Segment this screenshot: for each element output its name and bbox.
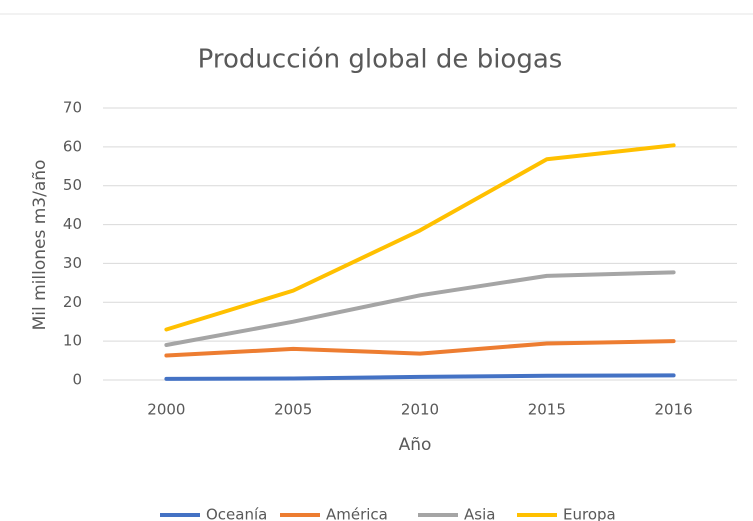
- series-line: [164, 270, 676, 348]
- x-axis-label: Año: [399, 435, 432, 455]
- series-line: [164, 339, 676, 358]
- series-line: [164, 143, 676, 332]
- x-tick-label: 2016: [655, 401, 693, 419]
- y-tick-label: 0: [72, 371, 82, 389]
- y-tick-label: 10: [63, 332, 82, 350]
- y-tick-label: 40: [63, 215, 82, 233]
- x-tick-label: 2005: [274, 401, 312, 419]
- series-line: [164, 373, 676, 381]
- y-tick-label: 30: [63, 254, 82, 272]
- y-tick-label: 20: [63, 293, 82, 311]
- chart-title: Producción global de biogas: [198, 45, 563, 75]
- x-tick-label: 2015: [528, 401, 566, 419]
- y-tick-label: 70: [63, 99, 82, 117]
- legend-label: Europa: [563, 506, 616, 521]
- y-tick-label: 60: [63, 137, 82, 155]
- x-tick-label: 2000: [147, 401, 185, 419]
- legend-label: Oceanía: [206, 506, 267, 521]
- x-tick-label: 2010: [401, 401, 439, 419]
- y-tick-label: 50: [63, 176, 82, 194]
- legend-label: Asia: [464, 506, 495, 521]
- y-axis-label: Mil millones m3/año: [30, 160, 50, 331]
- legend-label: América: [326, 506, 388, 521]
